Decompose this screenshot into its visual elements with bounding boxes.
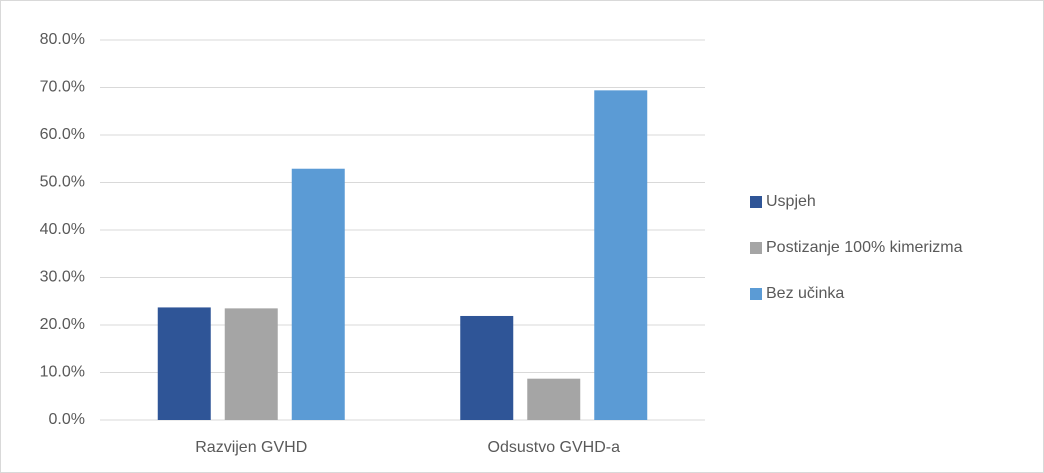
y-tick-label: 60.0%: [40, 126, 85, 143]
legend-swatch: [750, 242, 762, 254]
x-tick-label: Razvijen GVHD: [195, 439, 307, 456]
y-tick-label: 50.0%: [40, 174, 85, 191]
bar: [460, 315, 514, 420]
legend-label: Bez učinka: [766, 285, 844, 302]
bar: [224, 308, 278, 420]
y-tick-label: 30.0%: [40, 269, 85, 286]
legend-swatch: [750, 288, 762, 300]
y-tick-label: 80.0%: [40, 31, 85, 48]
y-tick-label: 20.0%: [40, 316, 85, 333]
y-tick-label: 0.0%: [49, 411, 85, 428]
bar: [291, 168, 345, 420]
bar: [594, 90, 648, 420]
legend-label: Postizanje 100% kimerizma: [766, 239, 963, 256]
bar: [527, 378, 581, 420]
legend-label: Uspjeh: [766, 193, 816, 210]
y-tick-label: 40.0%: [40, 221, 85, 238]
legend-swatch: [750, 196, 762, 208]
y-tick-label: 70.0%: [40, 79, 85, 96]
x-tick-label: Odsustvo GVHD-a: [488, 439, 621, 456]
y-tick-label: 10.0%: [40, 364, 85, 381]
bar: [157, 307, 211, 420]
